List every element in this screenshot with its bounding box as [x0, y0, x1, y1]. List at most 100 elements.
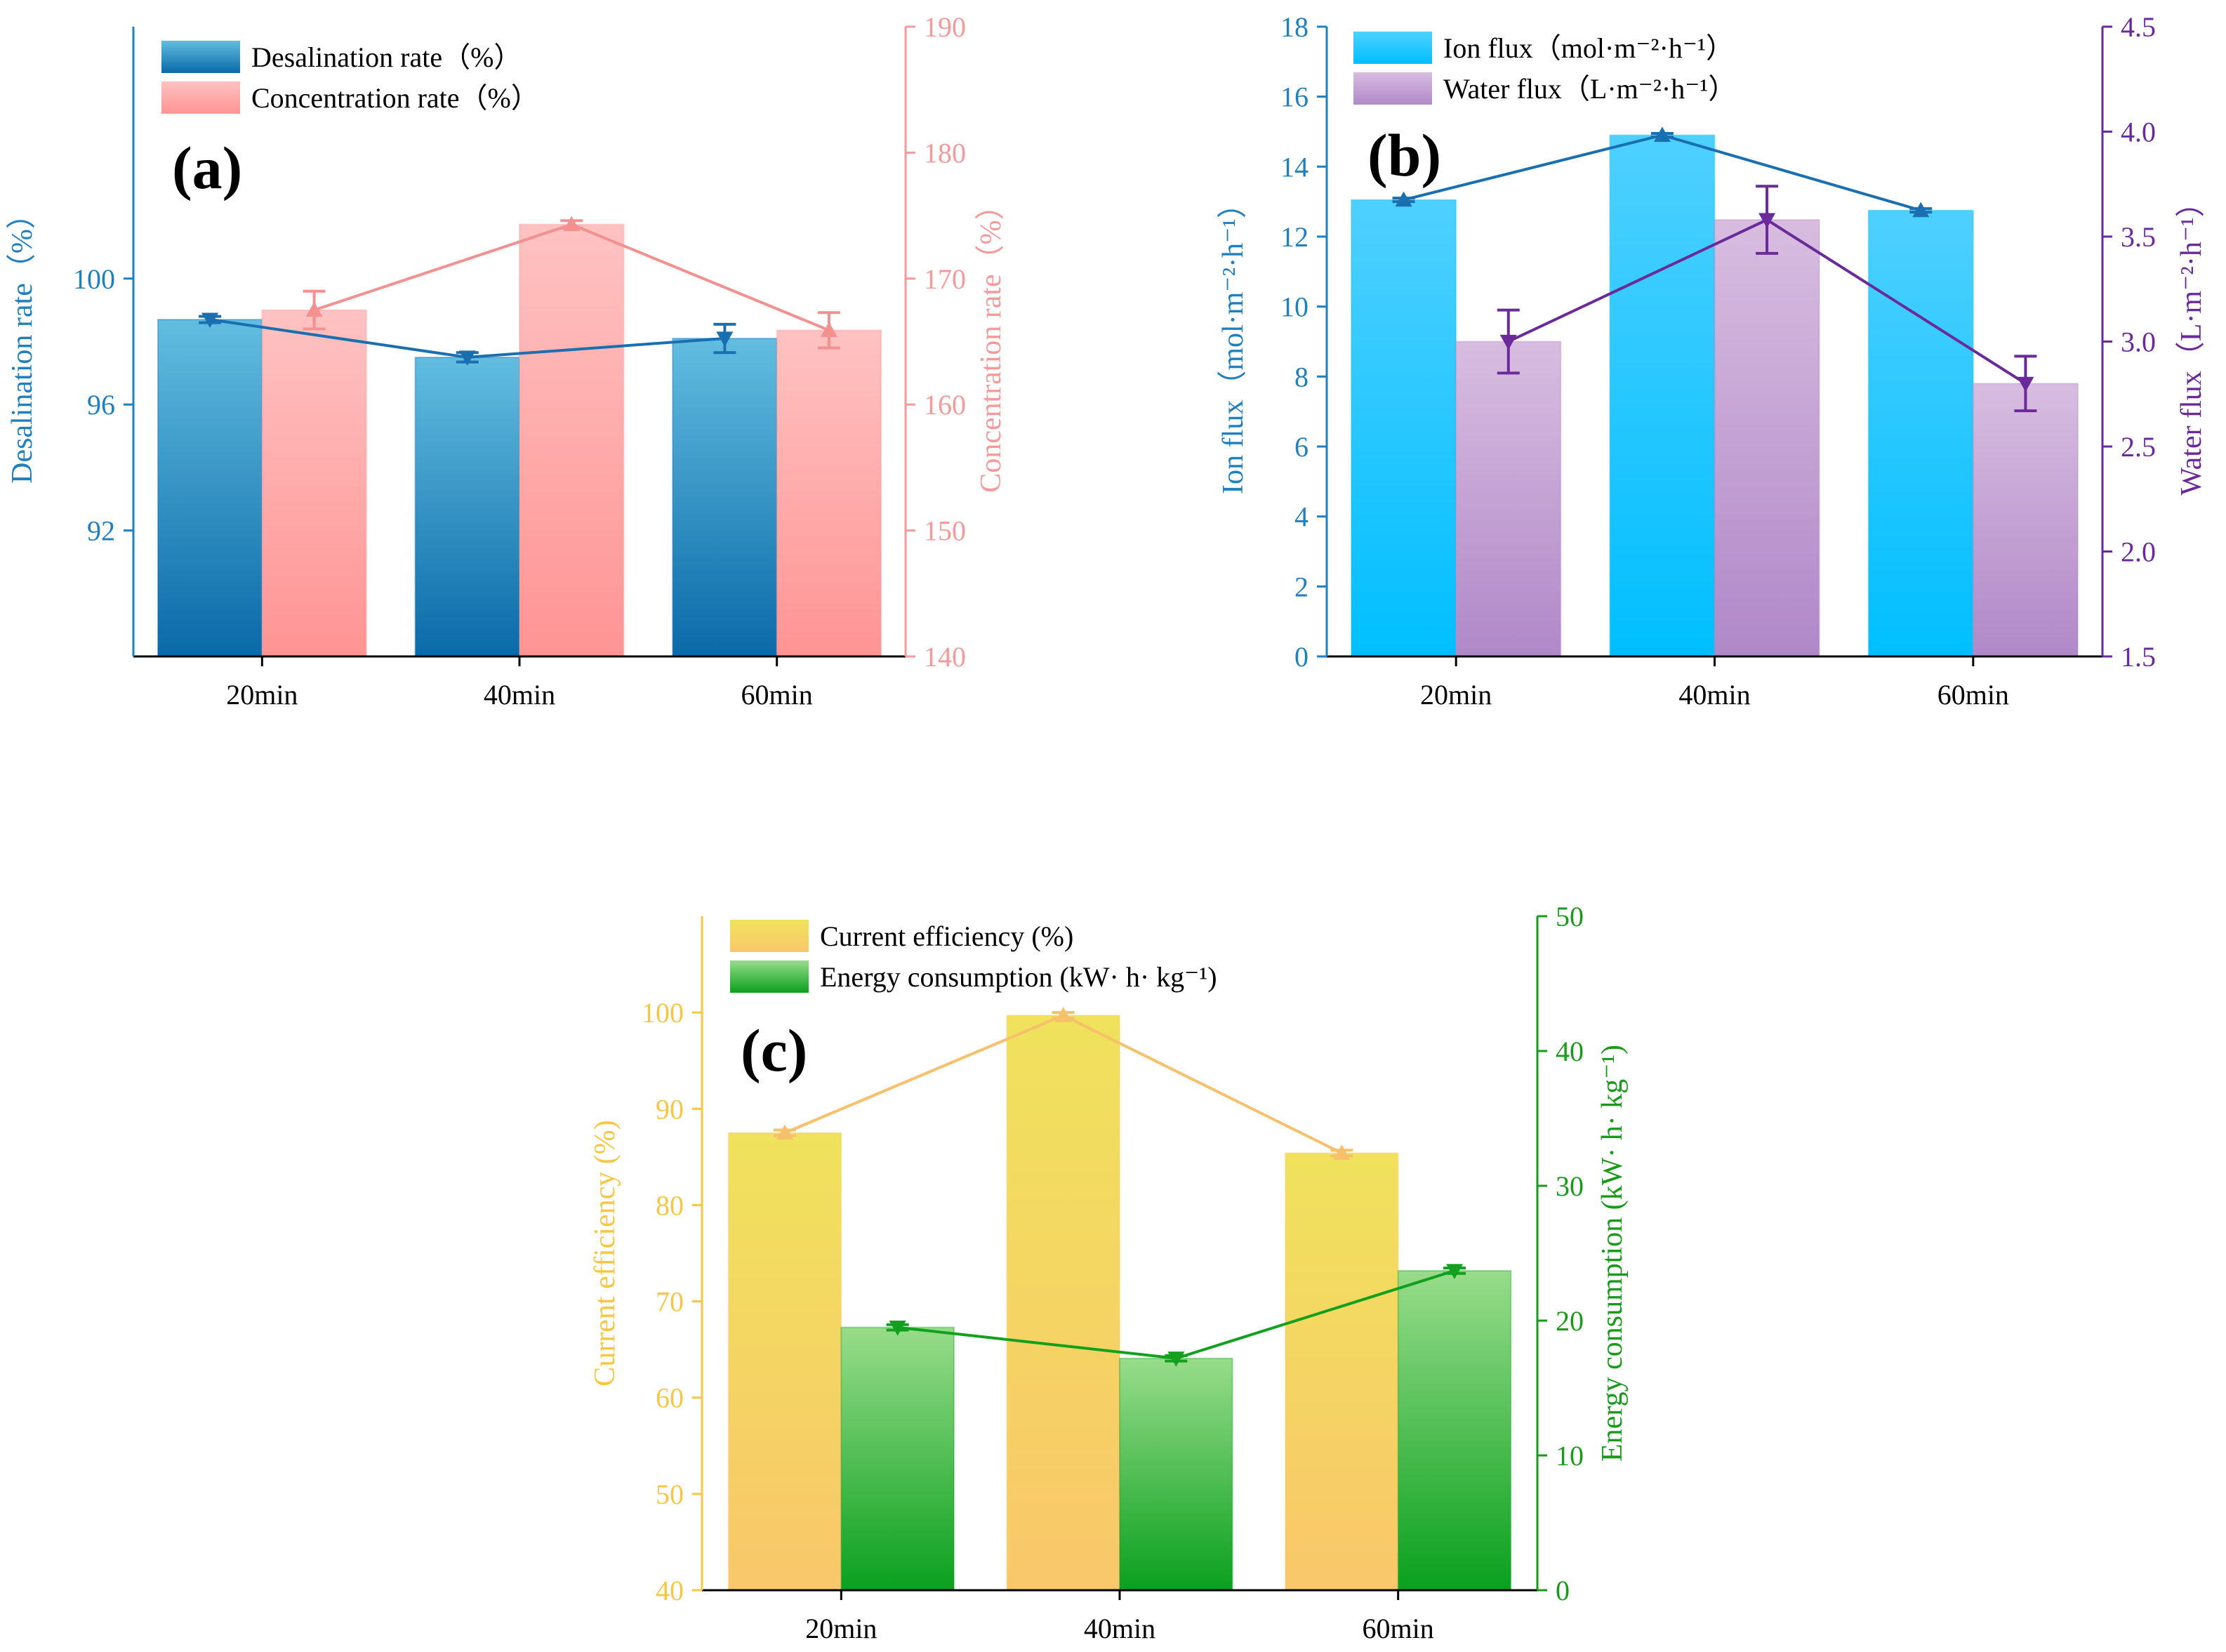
bar-right-60min [776, 329, 882, 657]
right-tick-label: 10 [1556, 1440, 1584, 1472]
left-tick-label: 10 [1280, 291, 1309, 323]
data-marker [889, 1321, 906, 1336]
bar-right-40min [1714, 219, 1820, 657]
legend-swatch [161, 81, 240, 114]
legend-swatch [1353, 32, 1432, 64]
left-tick-label: 80 [656, 1189, 684, 1221]
right-tick-label: 160 [924, 389, 966, 421]
data-marker [1653, 126, 1671, 143]
left-tick-label: 96 [87, 389, 115, 421]
right-tick-label: 150 [924, 515, 966, 547]
chart-panel-1: 20min 40min 60min 92 96 100 140 150 160 170 180 190… [6, 11, 1007, 711]
panel-label: (a) [172, 134, 242, 201]
left-tick-label: 4 [1294, 501, 1309, 533]
right-tick-label: 1.5 [2121, 641, 2156, 673]
data-marker [305, 301, 323, 317]
x-tick-label: 40min [1084, 1613, 1155, 1644]
right-tick-label: 50 [1556, 901, 1584, 932]
bar-left-20min [727, 1132, 842, 1591]
left-tick-label: 70 [656, 1286, 684, 1318]
right-tick-label: 2.5 [2121, 431, 2156, 463]
left-tick-label: 60 [656, 1382, 684, 1414]
x-tick-label: 60min [1363, 1613, 1434, 1644]
left-axis-title: Ion flux（mol·m⁻²·h⁻¹） [1217, 189, 1250, 494]
data-marker [2017, 376, 2034, 392]
x-tick-label: 20min [805, 1613, 877, 1644]
right-tick-label: 4.0 [2121, 117, 2156, 148]
legend-label: Desalination rate（%） [251, 41, 522, 73]
left-axis-title: Current efficiency (%) [589, 1120, 621, 1386]
bar-left-60min [672, 338, 778, 657]
right-tick-label: 170 [924, 263, 966, 295]
right-axis-title: Water flux（L·m⁻²·h⁻¹） [2175, 187, 2208, 495]
bar-right-20min [1455, 341, 1562, 657]
bar-right-20min [840, 1326, 955, 1591]
x-tick-label: 40min [484, 679, 555, 711]
legend-swatch [1353, 72, 1432, 105]
right-tick-label: 20 [1556, 1305, 1584, 1337]
left-tick-label: 100 [642, 997, 684, 1029]
right-tick-label: 40 [1556, 1036, 1584, 1067]
left-tick-label: 0 [1294, 641, 1309, 673]
panel-label: (c) [741, 1017, 807, 1084]
x-tick-label: 60min [741, 679, 813, 711]
x-tick-label: 40min [1678, 679, 1750, 711]
left-tick-label: 14 [1280, 151, 1309, 183]
data-marker [1499, 334, 1517, 350]
data-marker [1333, 1144, 1351, 1160]
legend-label: Water flux（L·m⁻²·h⁻¹） [1443, 73, 1736, 105]
left-tick-label: 2 [1294, 571, 1309, 602]
left-tick-label: 90 [656, 1093, 684, 1125]
data-marker [716, 331, 734, 348]
left-tick-label: 16 [1280, 81, 1309, 113]
x-tick-label: 60min [1937, 679, 2009, 711]
right-tick-label: 3.5 [2121, 221, 2156, 253]
left-tick-label: 18 [1280, 11, 1309, 43]
bar-right-20min [261, 309, 367, 657]
left-tick-label: 50 [656, 1479, 684, 1510]
bar-left-20min [1350, 199, 1457, 657]
data-marker [1395, 191, 1412, 207]
chart-panel-3: 20min 40min 60min 40 50 60 70 80 90 100 0 10 20 30 40 5… [589, 901, 1629, 1644]
data-marker [820, 322, 837, 337]
data-marker [1445, 1264, 1463, 1279]
right-tick-label: 180 [924, 137, 966, 168]
left-tick-label: 6 [1294, 431, 1309, 463]
right-axis-title: Energy consumption (kW· h· kg⁻¹) [1596, 1045, 1629, 1462]
x-tick-label: 20min [1420, 679, 1492, 711]
right-tick-label: 190 [924, 11, 966, 43]
bar-left-20min [157, 319, 263, 657]
chart-panel-2: 20min 40min 60min 0 2 4 6 8 10 12 14 16 18 1.5 2.0 2.5 3… [1217, 11, 2208, 711]
bar-left-40min [414, 356, 520, 657]
bar-right-40min [519, 223, 625, 657]
left-axis-title: Desalination rate（%） [6, 199, 39, 484]
right-tick-label: 3.0 [2121, 326, 2156, 358]
data-marker [563, 216, 581, 232]
bar-left-40min [1609, 134, 1716, 657]
panel-label: (b) [1367, 121, 1441, 189]
bar-right-60min [1972, 383, 2079, 657]
legend-label: Energy consumption (kW· h· kg⁻¹) [820, 961, 1217, 993]
data-marker [458, 350, 476, 366]
bar-left-60min [1867, 209, 1974, 657]
data-marker [1054, 1007, 1072, 1022]
legend-swatch [730, 920, 809, 952]
data-marker [1758, 213, 1776, 229]
right-tick-label: 4.5 [2121, 11, 2156, 43]
left-tick-label: 40 [656, 1575, 684, 1606]
right-tick-label: 2.0 [2121, 536, 2156, 568]
left-tick-label: 12 [1280, 221, 1309, 253]
right-tick-label: 0 [1556, 1575, 1570, 1606]
legend-label: Current efficiency (%) [820, 920, 1073, 952]
data-marker [1167, 1352, 1185, 1367]
right-tick-label: 140 [924, 641, 966, 673]
left-tick-label: 100 [73, 263, 115, 295]
bar-right-60min [1397, 1269, 1512, 1591]
legend-label: Ion flux（mol·m⁻²·h⁻¹） [1443, 32, 1734, 64]
legend-swatch [730, 960, 809, 993]
data-marker [201, 312, 219, 329]
data-marker [1912, 201, 1930, 218]
right-tick-label: 30 [1556, 1170, 1584, 1202]
right-axis-title: Concentration rate（%） [975, 190, 1007, 492]
